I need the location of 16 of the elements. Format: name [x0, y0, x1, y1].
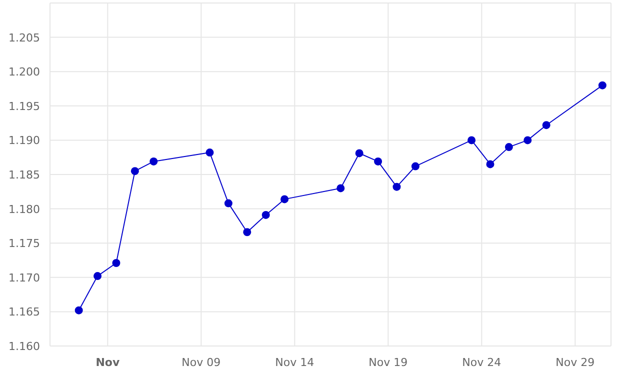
- y-tick-label: 1.175: [8, 237, 40, 250]
- x-tick-label: Nov 24: [462, 356, 502, 369]
- y-tick-label: 1.185: [8, 168, 40, 182]
- y-tick-label: 1.200: [8, 66, 40, 79]
- y-tick-label: 1.195: [8, 100, 40, 113]
- y-tick-label: 1.190: [8, 134, 40, 148]
- x-tick-label: Nov 09: [182, 356, 221, 369]
- y-tick-label: 1.205: [8, 31, 40, 44]
- y-tick-label: 1.180: [8, 202, 40, 216]
- x-tick-label: Nov: [96, 356, 120, 369]
- x-tick-label: Nov 29: [556, 356, 595, 369]
- x-tick-label: Nov 14: [275, 356, 314, 369]
- y-tick-label: 1.170: [8, 271, 40, 284]
- y-tick-label: 1.165: [8, 306, 40, 319]
- y-tick-label: 1.160: [8, 340, 40, 353]
- x-tick-label: Nov 19: [368, 356, 408, 369]
